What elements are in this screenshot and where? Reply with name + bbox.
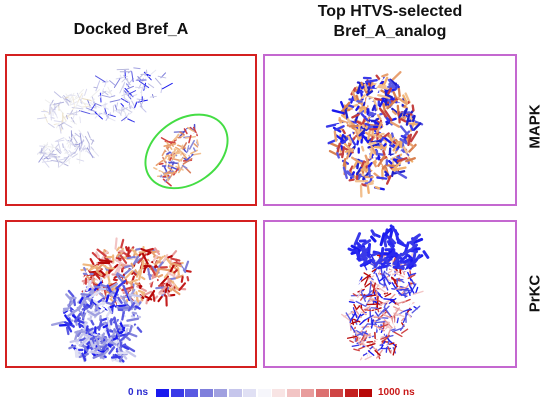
- header-htvs-line1: Top HTVS-selected: [317, 3, 463, 20]
- header-docked: Docked Bref_A: [73, 21, 189, 38]
- header-htvs: Top HTVS-selected Bref_A_analog: [260, 2, 520, 42]
- header-htvs-line2: Bref_A_analog: [333, 23, 447, 40]
- prkc-analog-trajectory: [341, 224, 430, 361]
- legend-swatch: [344, 389, 358, 397]
- legend-swatch: [170, 389, 184, 397]
- row-label-prkc: PrKC: [526, 274, 544, 313]
- ligand-cluster: [78, 67, 173, 123]
- legend-swatch: [214, 389, 227, 397]
- legend-swatch: [243, 389, 256, 397]
- legend-swatch: [301, 389, 314, 397]
- legend-swatch: [330, 389, 343, 397]
- ligand-cluster: [153, 123, 202, 187]
- legend-swatch: [199, 389, 213, 397]
- legend-swatch: [315, 389, 329, 397]
- legend-max-label: 1000 ns: [378, 387, 415, 398]
- legend-swatch: [185, 389, 198, 397]
- panel-mapk-docked: [5, 54, 257, 206]
- ligand-cluster: [68, 328, 137, 364]
- row-label-mapk: MAPK: [526, 104, 544, 149]
- mapk-docked-trajectory: [36, 67, 229, 190]
- highlight-ellipse: [144, 113, 229, 190]
- legend-swatch: [272, 389, 285, 397]
- prkc-docked-trajectory: [50, 237, 192, 364]
- time-color-legend: 0 ns 1000 ns: [120, 386, 450, 400]
- ligand-cluster: [37, 129, 100, 169]
- legend-swatch: [228, 389, 242, 397]
- ligand-cluster: [325, 71, 424, 198]
- legend-swatch: [156, 389, 169, 397]
- ligand-cluster: [36, 88, 92, 134]
- panel-prkc-docked: [5, 220, 257, 368]
- legend-swatch: [286, 389, 300, 397]
- legend-min-label: 0 ns: [128, 387, 149, 398]
- panel-prkc-analog: [263, 220, 517, 368]
- legend-swatch: [257, 389, 271, 397]
- legend-swatch: [359, 389, 372, 397]
- mapk-analog-trajectory: [325, 71, 424, 198]
- ligand-cluster: [347, 224, 430, 271]
- panel-mapk-analog: [263, 54, 517, 206]
